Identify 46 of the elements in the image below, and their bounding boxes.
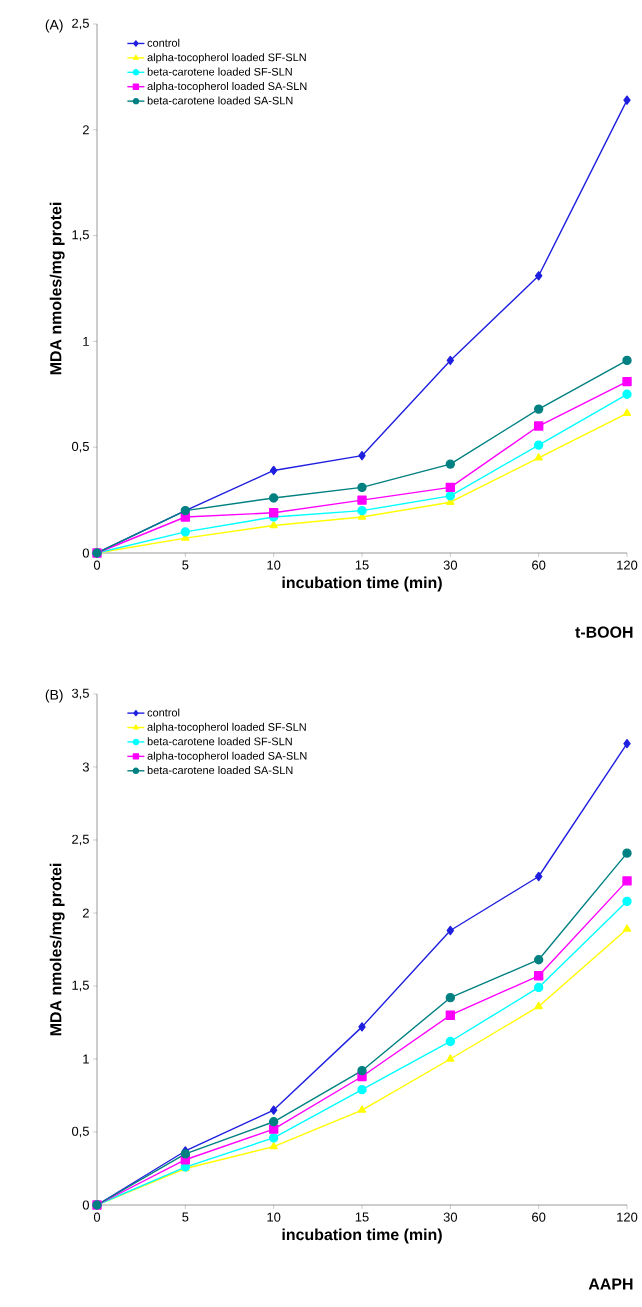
- y-tick-label: 3: [82, 762, 89, 772]
- y-tick-label: 2,5: [72, 834, 89, 846]
- legend-label: control: [147, 38, 180, 47]
- legend-label: beta-carotene loaded SF-SLN: [147, 737, 292, 746]
- x-tick-label: 0: [93, 560, 101, 570]
- legend-label: beta-carotene loaded SF-SLN: [147, 67, 292, 76]
- x-tick-label: 30: [443, 560, 458, 570]
- x-tick-label: 0: [93, 1212, 101, 1222]
- legend-label: beta-carotene loaded SA-SLN: [147, 96, 293, 105]
- legend-label: alpha-tocopherol loaded SF-SLN: [147, 722, 306, 734]
- y-tick-label: 1: [83, 1054, 89, 1064]
- y-tick-label: 0,5: [71, 441, 89, 453]
- y-tick-label: 3,5: [71, 688, 89, 700]
- x-axis-title: incubation time (min): [282, 576, 442, 592]
- text: AAPH: [588, 1278, 633, 1290]
- x-tick-label: 120: [617, 560, 638, 570]
- text: t-BOOH: [575, 626, 633, 638]
- y-tick-label: 0,5: [71, 1126, 89, 1138]
- y-axis-title: MDA nmoles/mg protei: [49, 202, 65, 375]
- legend-label: control: [147, 708, 180, 717]
- x-tick-label: 10: [267, 1212, 281, 1222]
- y-tick-label: 1: [83, 336, 89, 346]
- x-tick-label: 60: [532, 1212, 546, 1222]
- y-tick-label: 2,5: [72, 18, 89, 30]
- chart-title: (A): [45, 19, 63, 33]
- y-tick-label: 0: [82, 548, 89, 558]
- x-tick-label: 30: [443, 1212, 458, 1222]
- y-tick-label: 1,5: [72, 230, 89, 241]
- x-axis-title: incubation time (min): [282, 1228, 442, 1244]
- x-tick-label: 5: [182, 560, 189, 570]
- y-tick-label: 1,5: [72, 980, 89, 992]
- x-tick-label: 15: [355, 1212, 369, 1222]
- x-tick-label: 15: [355, 560, 369, 570]
- chart-title: (B): [45, 689, 63, 703]
- x-tick-label: 5: [182, 1212, 189, 1222]
- y-tick-label: 0: [82, 1200, 89, 1210]
- legend-label: alpha-tocopherol loaded SA-SLN: [147, 82, 307, 93]
- legend-label: alpha-tocopherol loaded SA-SLN: [147, 751, 307, 762]
- x-tick-label: 10: [267, 560, 281, 570]
- legend-label: alpha-tocopherol loaded SF-SLN: [147, 53, 306, 64]
- y-tick-label: 2: [82, 125, 89, 135]
- legend-label: beta-carotene loaded SA-SLN: [147, 766, 293, 775]
- x-tick-label: 120: [617, 1212, 638, 1222]
- y-axis-title: MDA nmoles/mg protei: [49, 863, 65, 1036]
- y-tick-label: 2: [82, 908, 89, 918]
- x-tick-label: 60: [532, 560, 546, 570]
